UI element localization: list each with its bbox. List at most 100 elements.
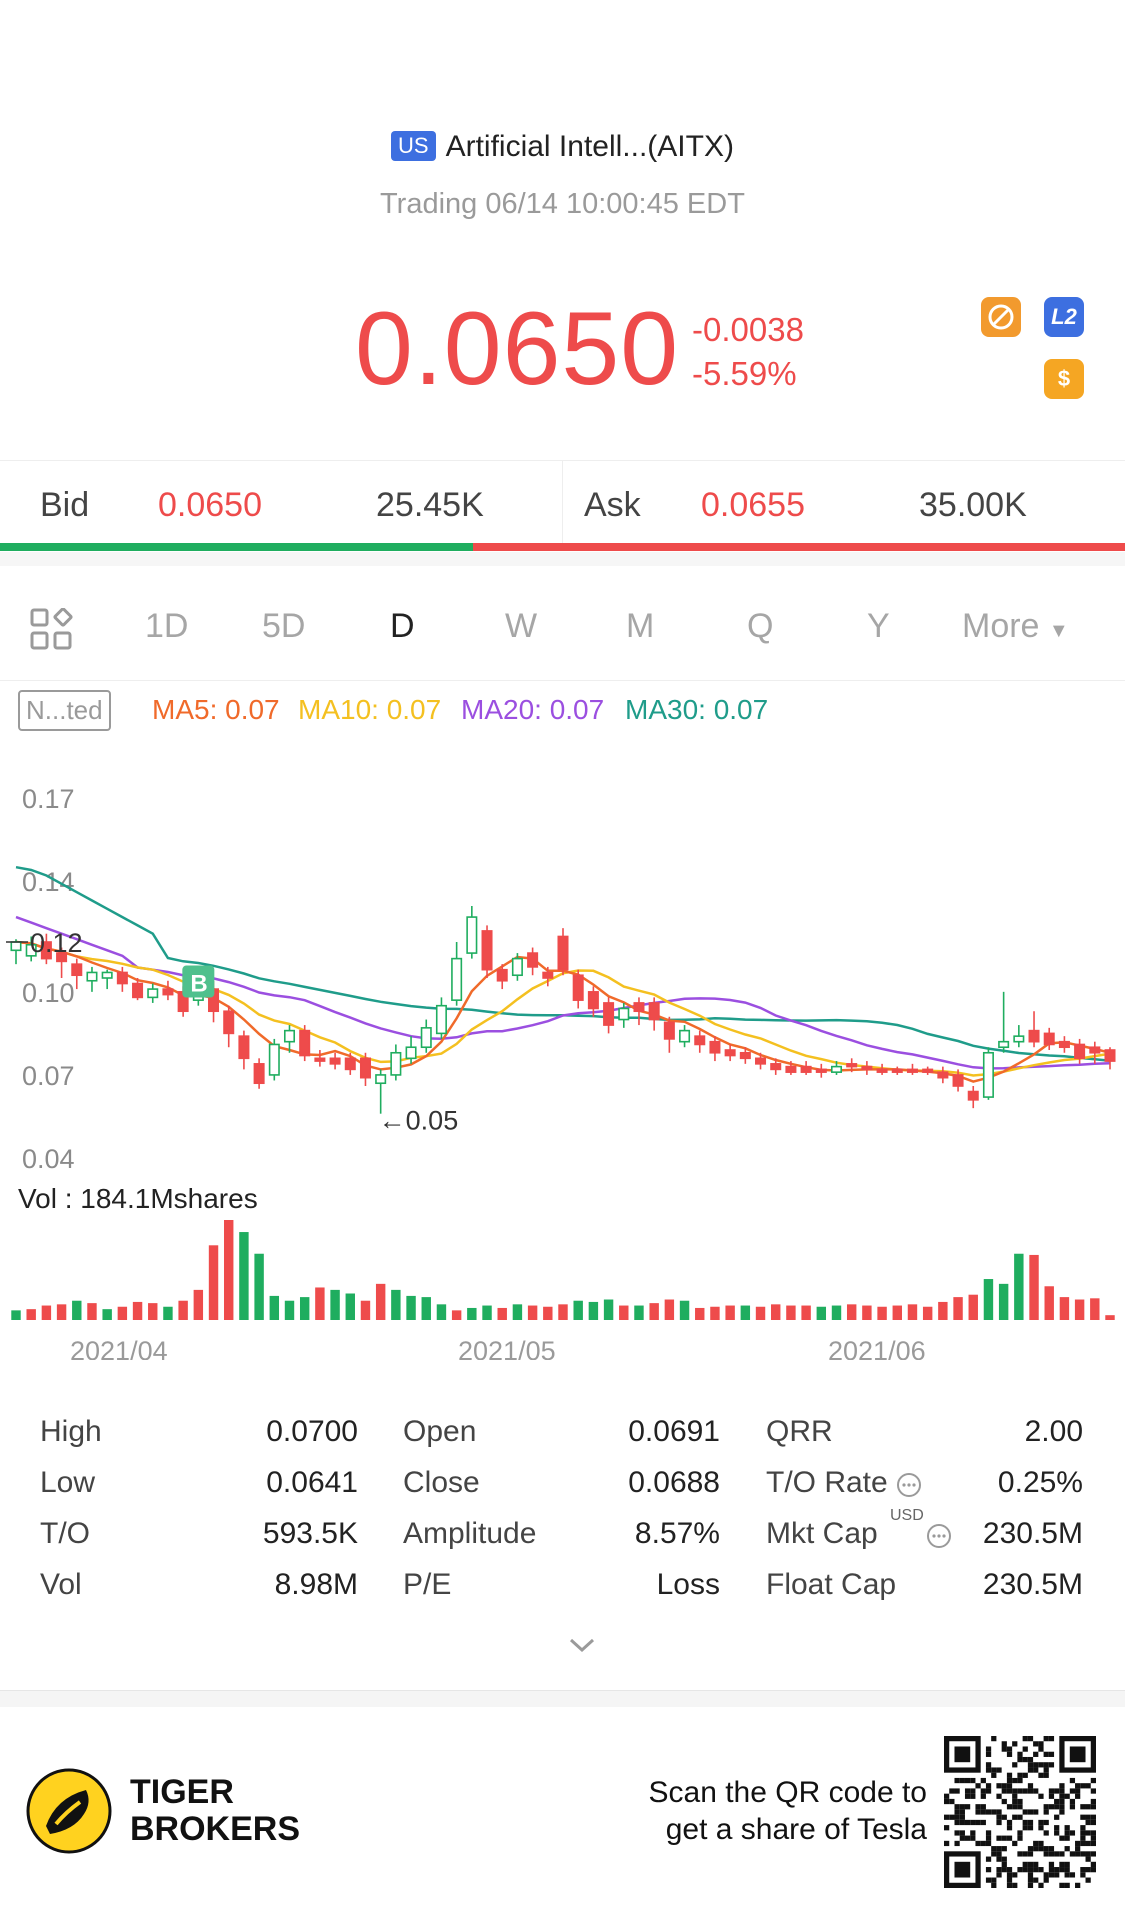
candle[interactable] xyxy=(618,1002,630,1028)
candlestick-chart[interactable]: 0.17 0.14 0.10 0.07 0.04 0.12 ←0.05 B 2021/04 2… xyxy=(0,760,1125,1360)
candle[interactable] xyxy=(132,978,144,1001)
candle[interactable] xyxy=(147,983,159,1003)
candle[interactable] xyxy=(1089,1041,1101,1064)
volume-bar xyxy=(497,1307,507,1320)
candle[interactable] xyxy=(10,939,22,965)
candle[interactable] xyxy=(299,1025,311,1062)
candle[interactable] xyxy=(329,1052,341,1070)
candle[interactable] xyxy=(1058,1036,1070,1053)
candle[interactable] xyxy=(785,1061,797,1075)
candle[interactable] xyxy=(846,1058,858,1073)
buy-marker-badge[interactable] xyxy=(182,965,215,998)
candle-body xyxy=(618,1007,630,1021)
candle[interactable] xyxy=(1028,1011,1040,1048)
order-book[interactable]: Bid 0.0650 25.45K Ask 0.0655 35.00K xyxy=(0,460,1125,553)
tab-more[interactable]: More ▼ xyxy=(962,607,1069,646)
candle[interactable] xyxy=(344,1052,356,1075)
candle[interactable] xyxy=(770,1058,782,1075)
tab-m[interactable]: M xyxy=(626,607,655,645)
tab-5d[interactable]: 5D xyxy=(262,607,306,645)
candle[interactable] xyxy=(724,1044,736,1062)
candle[interactable] xyxy=(86,966,98,992)
candle[interactable] xyxy=(420,1019,432,1053)
candle[interactable] xyxy=(1074,1038,1086,1064)
candle[interactable] xyxy=(739,1047,751,1064)
candle[interactable] xyxy=(755,1052,767,1070)
tab-y[interactable]: Y xyxy=(867,607,890,645)
candle[interactable] xyxy=(101,969,113,990)
adjust-toggle[interactable]: N...ted xyxy=(18,690,111,731)
candle[interactable] xyxy=(557,928,569,976)
chart-layout-icon[interactable] xyxy=(30,607,74,657)
candle[interactable] xyxy=(451,942,463,1006)
candle[interactable] xyxy=(481,925,493,978)
candle[interactable] xyxy=(998,991,1010,1053)
y-tick-label: 0.10 xyxy=(22,978,75,1008)
candle[interactable] xyxy=(694,1030,706,1053)
candle[interactable] xyxy=(405,1036,417,1064)
candle[interactable] xyxy=(268,1038,280,1081)
candle[interactable] xyxy=(800,1061,812,1075)
candle[interactable] xyxy=(56,947,68,978)
qr-module xyxy=(1085,1867,1091,1873)
candle[interactable] xyxy=(390,1044,402,1081)
candle[interactable] xyxy=(1013,1025,1025,1048)
candle[interactable] xyxy=(511,953,523,981)
stock-title[interactable]: US Artificial Intell...(AITX) xyxy=(0,130,1125,164)
candle[interactable] xyxy=(633,997,645,1026)
candle[interactable] xyxy=(922,1066,934,1075)
candle[interactable] xyxy=(679,1025,691,1048)
candle[interactable] xyxy=(709,1036,721,1062)
candle[interactable] xyxy=(906,1063,918,1075)
candle[interactable] xyxy=(435,997,447,1039)
candle[interactable] xyxy=(25,936,37,962)
info-icon[interactable] xyxy=(896,1472,922,1503)
candle[interactable] xyxy=(572,969,584,1009)
qr-code-icon[interactable] xyxy=(944,1736,1096,1888)
candle[interactable] xyxy=(162,980,174,1001)
candle[interactable] xyxy=(283,1025,296,1053)
dollar-badge[interactable]: $ xyxy=(1044,359,1084,399)
candle[interactable] xyxy=(1104,1047,1116,1070)
candle[interactable] xyxy=(815,1063,827,1078)
candle[interactable] xyxy=(527,947,539,976)
tab-d[interactable]: D xyxy=(390,607,415,645)
stat-value: 0.0641 xyxy=(266,1466,358,1499)
candle[interactable] xyxy=(116,966,128,992)
candle[interactable] xyxy=(587,986,599,1017)
candle[interactable] xyxy=(830,1061,843,1075)
candle[interactable] xyxy=(861,1061,873,1075)
candle[interactable] xyxy=(663,1016,675,1053)
candle[interactable] xyxy=(876,1063,888,1075)
candle[interactable] xyxy=(967,1086,979,1109)
no-trading-icon[interactable] xyxy=(981,297,1021,337)
candle[interactable] xyxy=(648,997,660,1031)
expand-chevron-icon[interactable] xyxy=(567,1635,597,1660)
candle[interactable] xyxy=(603,997,615,1034)
candle[interactable] xyxy=(223,1005,235,1048)
candle[interactable] xyxy=(542,966,554,987)
candle[interactable] xyxy=(314,1050,326,1067)
volume-label: Vol : 184.1Mshares xyxy=(18,1183,258,1214)
tab-w[interactable]: W xyxy=(505,607,538,645)
qr-module xyxy=(954,1804,960,1810)
candle[interactable] xyxy=(891,1066,903,1075)
candle-body xyxy=(633,1002,645,1013)
candle[interactable] xyxy=(359,1052,371,1086)
tab-1d[interactable]: 1D xyxy=(145,607,189,645)
candle[interactable] xyxy=(952,1069,964,1092)
candle[interactable] xyxy=(375,1069,387,1114)
candle[interactable] xyxy=(496,964,508,990)
candle[interactable] xyxy=(238,1030,250,1070)
level2-badge[interactable]: L2 xyxy=(1044,297,1084,337)
candle[interactable] xyxy=(71,958,83,990)
candle[interactable] xyxy=(1043,1027,1055,1050)
candle[interactable] xyxy=(466,906,478,959)
candle[interactable] xyxy=(40,933,52,965)
info-icon[interactable] xyxy=(926,1523,952,1554)
tab-q[interactable]: Q xyxy=(747,607,774,645)
candle[interactable] xyxy=(937,1066,949,1084)
candle[interactable] xyxy=(982,1047,994,1100)
candle-body xyxy=(496,968,508,982)
candle[interactable] xyxy=(253,1058,265,1089)
